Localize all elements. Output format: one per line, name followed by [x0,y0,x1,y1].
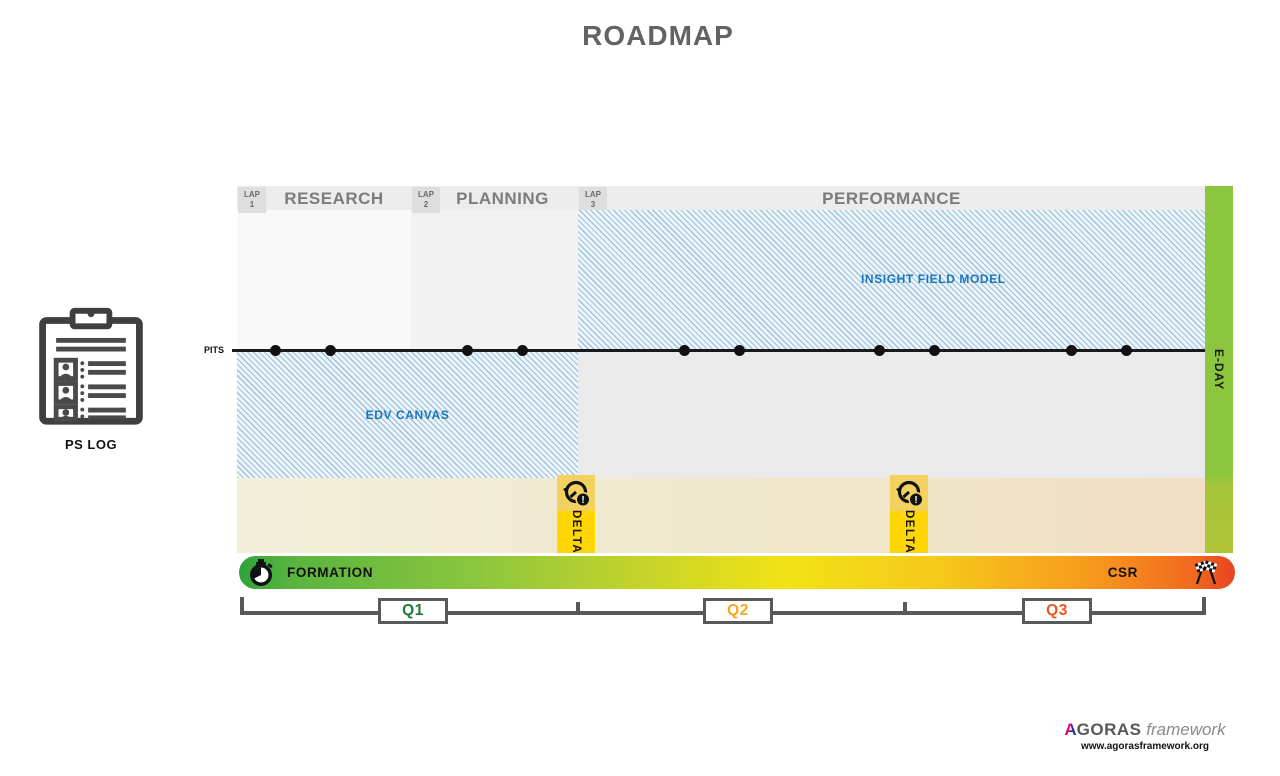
pit-dot [928,344,940,356]
svg-text:!: ! [914,495,917,506]
lap-badge-1: LAP 1 [238,187,266,213]
ps-log-label: PS LOG [64,437,118,452]
svg-text:!: ! [581,495,584,506]
delta-label: DELTA [570,509,582,555]
delta-marker-1: ! DELTA [557,475,595,555]
quarter-ruler: Q1 Q2 Q3 [237,596,1235,628]
roadmap-chart: LAP 1 LAP 2 LAP 3 RESEARCH PLANNING PERF… [204,186,1235,632]
clipboard-icon [30,307,152,432]
pit-dot [516,344,528,356]
phase-title-planning: PLANNING [456,189,549,208]
brand-logo: AGORAS framework [1064,720,1226,739]
pit-dot [324,344,336,356]
quarter-label-q3: Q3 [1022,598,1092,624]
region-insight-field-model: INSIGHT FIELD MODEL [578,210,1205,351]
lap-badge-2: LAP 2 [412,187,440,213]
pit-dot [269,344,281,356]
quarter-tick [903,602,907,615]
progress-gradient-bar: FORMATION CSR [239,556,1235,589]
page-title: ROADMAP [582,20,734,51]
lap-badge-3: LAP 3 [579,187,607,213]
csr-label: CSR [1107,565,1138,580]
quarter-tick [576,602,580,615]
phase-title-research: RESEARCH [284,189,384,208]
quarter-tick [240,597,244,615]
stopwatch-icon [247,558,275,592]
formation-label: FORMATION [287,565,374,580]
pit-dot [1120,344,1132,356]
edv-canvas-label: EDV CANVAS [365,407,450,422]
pits-label: PITS [204,344,225,355]
quarter-label-q1: Q1 [378,598,448,624]
e-day-bar: E-DAY [1205,186,1233,553]
pit-dot [1065,344,1077,356]
phase-title-performance: PERFORMANCE [822,189,961,208]
brand-logo-letter: A [1064,720,1077,739]
e-day-label: E-DAY [1212,348,1226,391]
brand-url: www.agorasframework.org [1081,741,1209,752]
pit-dot [733,344,745,356]
lower-track-band [237,478,1205,553]
delta-label: DELTA [903,509,915,555]
pit-dot [873,344,885,356]
pits-timeline: PITS [204,345,1206,355]
brand-footer: AGORAS framework www.agorasframework.org [1040,720,1250,752]
pit-dot [678,344,690,356]
alert-clock-icon: ! [557,475,595,511]
pit-dot [461,344,473,356]
alert-clock-icon: ! [890,475,928,511]
delta-marker-2: ! DELTA [890,475,928,555]
ps-log: PS LOG [28,306,154,452]
checkered-flags-icon [1189,558,1223,592]
region-edv-canvas: EDV CANVAS [237,351,578,478]
phase-header-strip [237,186,1205,210]
quarter-tick [1202,597,1206,615]
quarter-label-q2: Q2 [703,598,773,624]
insight-field-model-label: INSIGHT FIELD MODEL [861,272,1006,286]
